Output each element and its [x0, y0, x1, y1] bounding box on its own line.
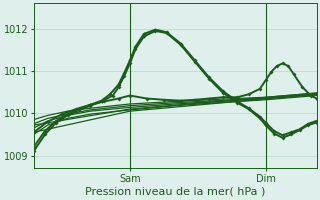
- X-axis label: Pression niveau de la mer( hPa ): Pression niveau de la mer( hPa ): [85, 187, 265, 197]
